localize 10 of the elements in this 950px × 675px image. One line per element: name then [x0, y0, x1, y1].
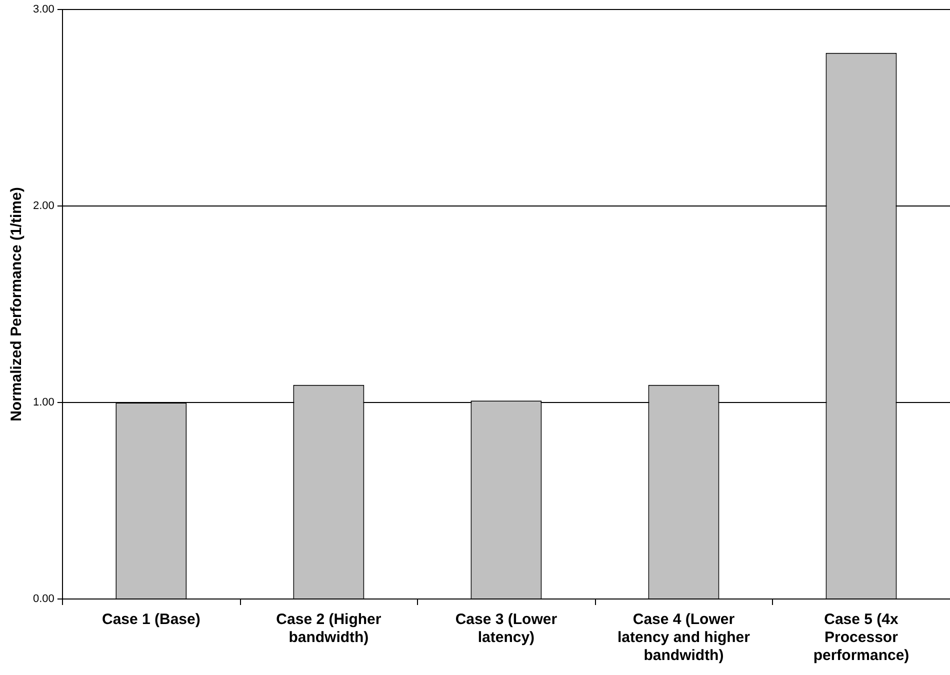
- x-tick-label: Case 4 (Lower latency and higher bandwidth): [617, 611, 750, 664]
- y-tick-label: 1.00: [32, 396, 54, 409]
- y-tick-label: 0.00: [32, 593, 54, 606]
- x-tick-label: Case 2 (Higher bandwidth): [276, 611, 382, 646]
- y-tick-label: 3.00: [32, 4, 54, 16]
- y-axis-title: Normalized Performance (1/time): [8, 187, 26, 422]
- y-tick-label: 2.00: [32, 200, 54, 212]
- x-tick-label: Case 5 (4x Processor performance): [813, 611, 910, 664]
- x-tick-label: Case 3 (Lower latency): [455, 611, 558, 646]
- x-tick-label: Case 1 (Base): [102, 611, 200, 628]
